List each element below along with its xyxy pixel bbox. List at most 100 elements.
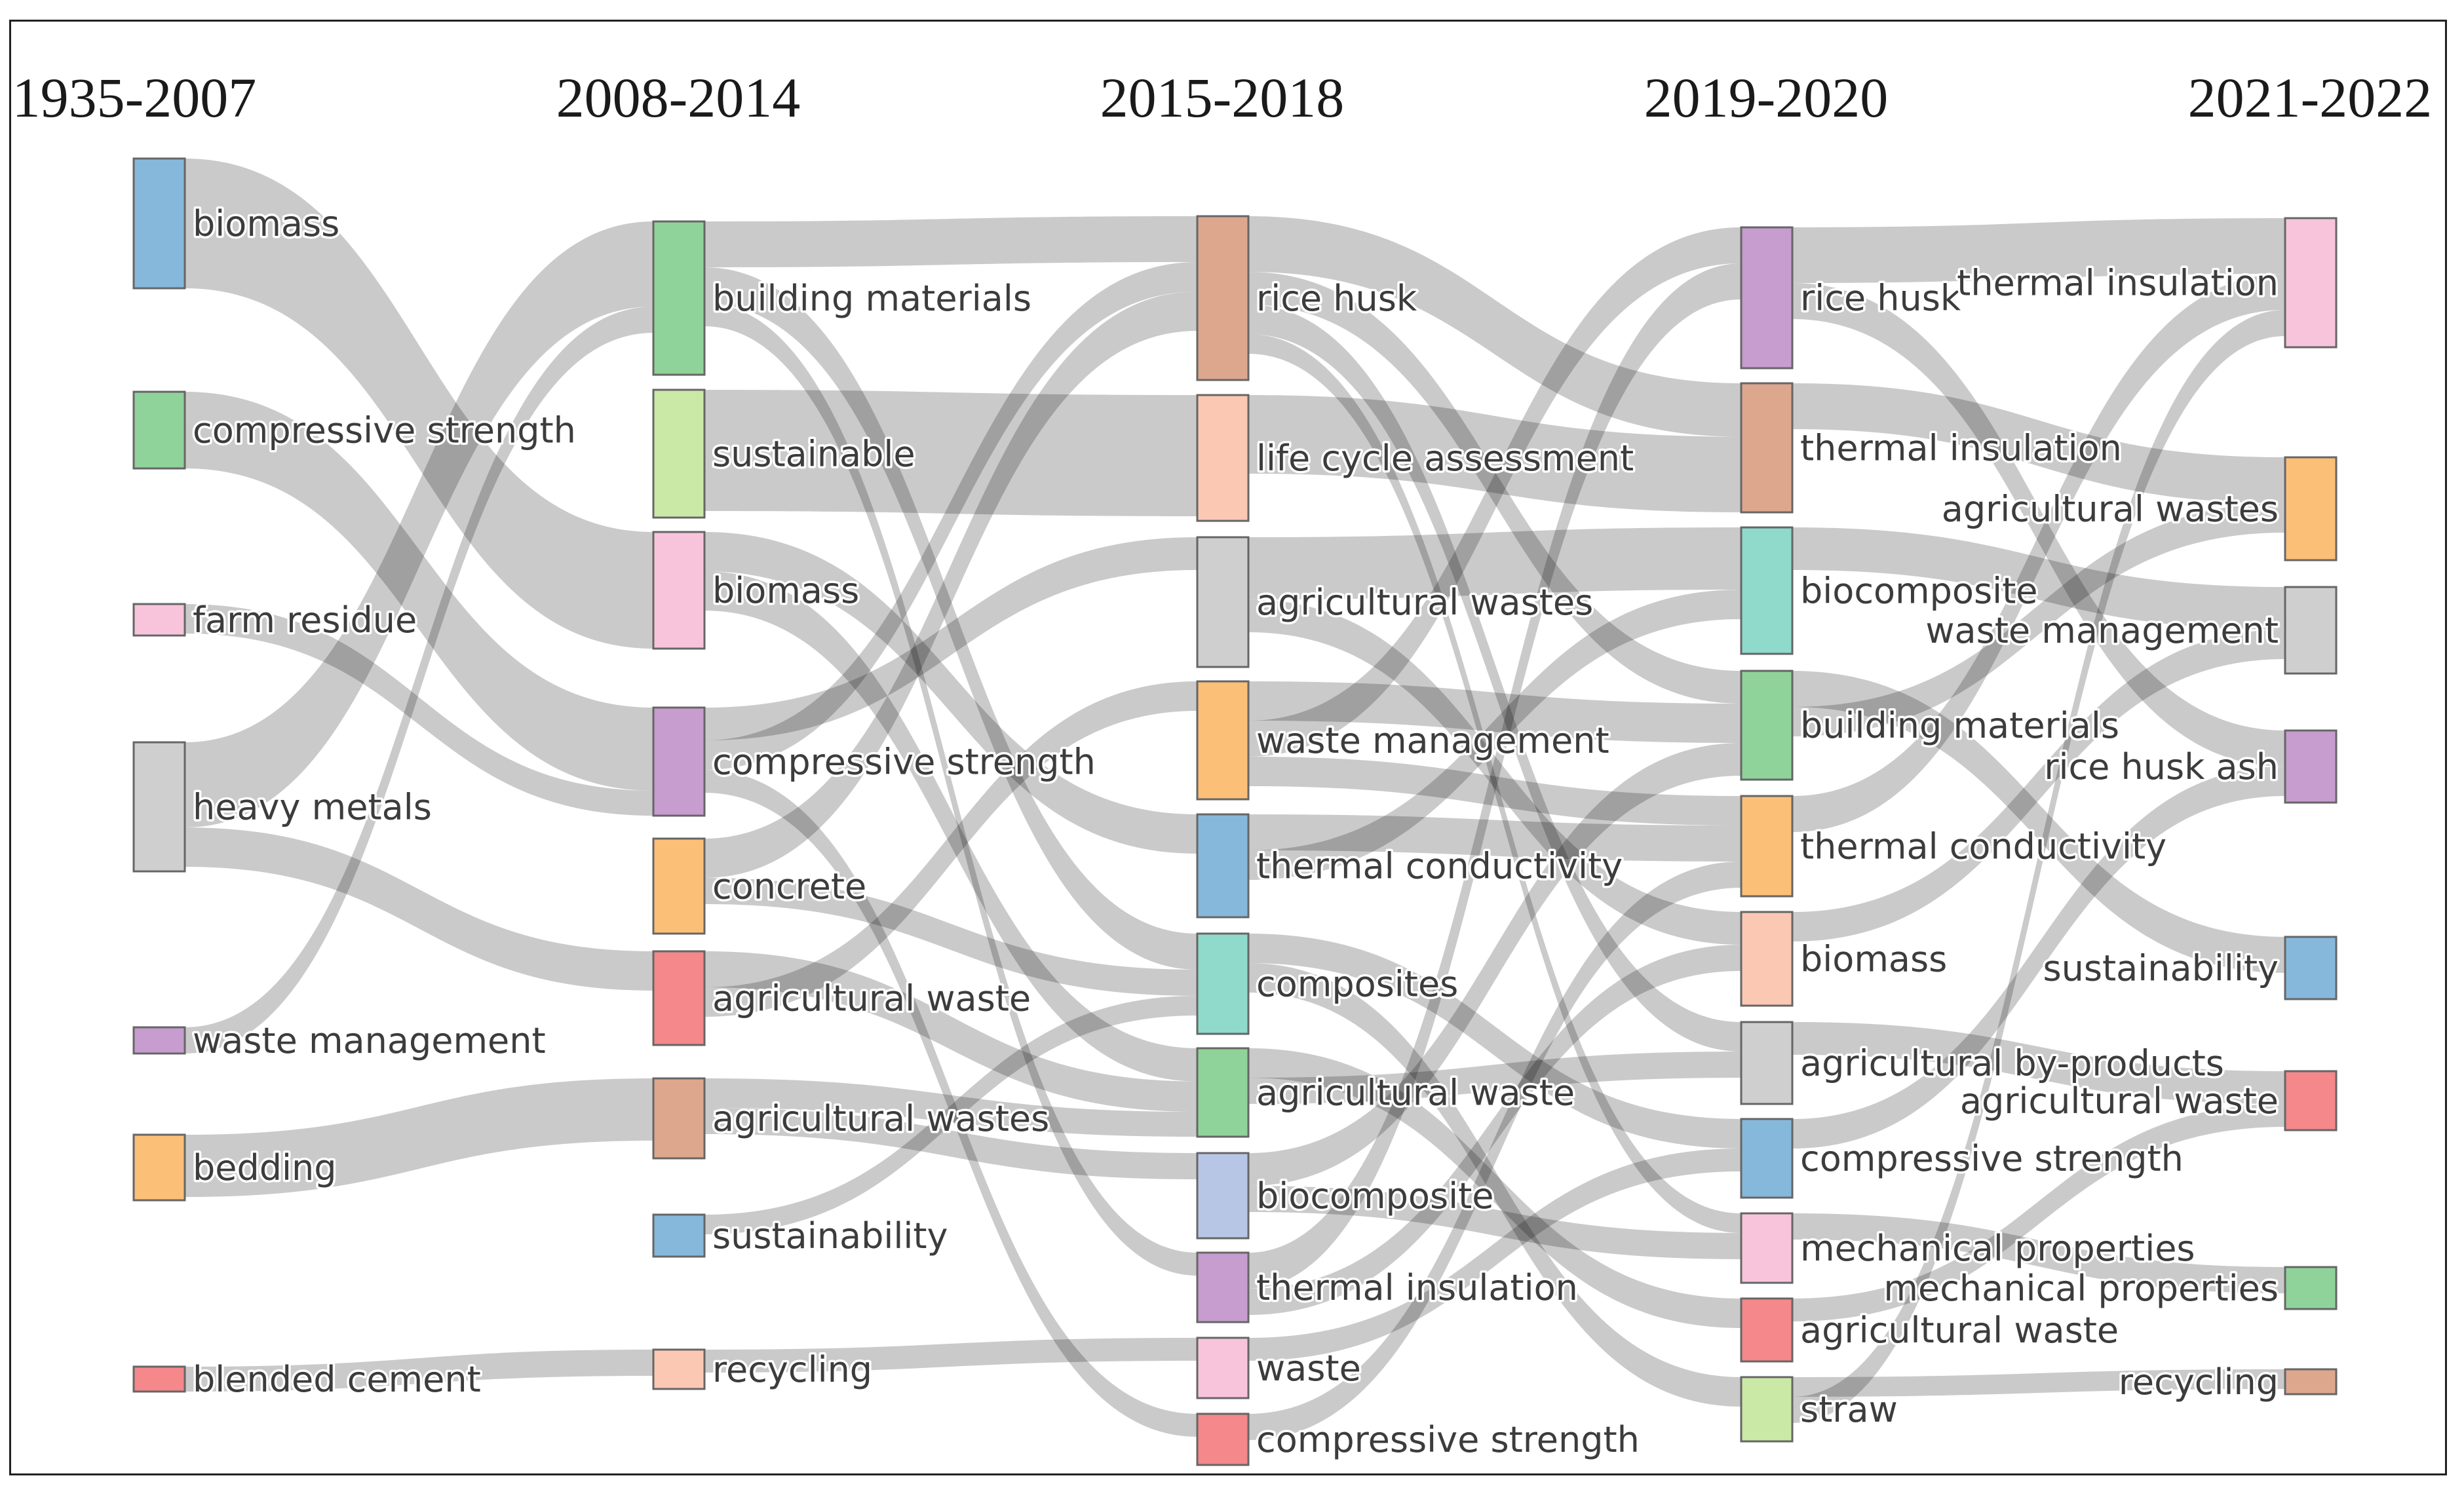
node-bedding[interactable] — [132, 1133, 186, 1202]
flow-link — [1792, 218, 2285, 283]
flow-link — [704, 681, 1197, 1017]
node-heavy-metals[interactable] — [132, 741, 186, 873]
flow-link — [1248, 1052, 1741, 1104]
flow-link — [704, 1108, 1197, 1179]
node-waste-management[interactable] — [132, 1026, 186, 1055]
node-blended-cement[interactable] — [132, 1365, 186, 1393]
node-agricultural-waste[interactable] — [1740, 1297, 1794, 1363]
node-label-life-cycle-assessment: life cycle assessment — [1256, 438, 1634, 479]
node-agricultural-wastes[interactable] — [652, 1077, 706, 1160]
node-compressive-strength[interactable] — [1740, 1118, 1794, 1199]
node-rice-husk-ash[interactable] — [2284, 729, 2338, 804]
node-label-thermal-insulation: thermal insulation — [1256, 1267, 1578, 1308]
node-label-biocomposite: biocomposite — [1800, 571, 2038, 612]
flow-link — [1792, 283, 2285, 767]
node-thermal-insulation[interactable] — [2284, 217, 2338, 349]
period-label-2019-2020: 2019-2020 — [1644, 66, 1889, 129]
flow-link — [1792, 630, 2285, 941]
node-label-compressive-strength: compressive strength — [712, 742, 1096, 783]
node-thermal-conductivity[interactable] — [1740, 795, 1794, 898]
node-rice-husk[interactable] — [1740, 226, 1794, 370]
node-mechanical-properties[interactable] — [1740, 1212, 1794, 1284]
node-label-heavy-metals: heavy metals — [193, 787, 432, 828]
node-label-compressive-strength: compressive strength — [1800, 1138, 2184, 1179]
node-mechanical-properties[interactable] — [2284, 1266, 2338, 1310]
node-waste-management[interactable] — [2284, 586, 2338, 675]
period-label-2021-2022: 2021-2022 — [2188, 66, 2433, 129]
node-recycling[interactable] — [2284, 1368, 2338, 1395]
node-agricultural-wastes[interactable] — [1196, 536, 1250, 668]
node-label-agricultural-wastes: agricultural wastes — [1942, 489, 2279, 530]
node-recycling[interactable] — [652, 1348, 706, 1390]
flow-link — [704, 303, 1197, 1276]
node-life-cycle-assessment[interactable] — [1196, 394, 1250, 522]
node-agricultural-wastes[interactable] — [2284, 456, 2338, 561]
node-label-building-materials: building materials — [712, 278, 1031, 319]
node-label-building-materials: building materials — [1800, 705, 2119, 746]
flow-link — [704, 571, 1197, 1082]
flow-link — [1248, 1148, 1741, 1361]
flow-link — [1792, 274, 2285, 832]
node-label-agricultural-waste: agricultural waste — [1800, 1310, 2119, 1351]
node-sustainability[interactable] — [652, 1213, 706, 1258]
node-label-biomass: biomass — [193, 203, 339, 244]
flow-link — [704, 292, 1197, 878]
node-farm-residue[interactable] — [132, 603, 186, 637]
node-waste-management[interactable] — [1196, 680, 1250, 801]
node-thermal-insulation[interactable] — [1740, 382, 1794, 514]
flow-link — [185, 392, 653, 791]
node-agricultural-waste[interactable] — [2284, 1070, 2338, 1131]
flow-link — [1248, 263, 1741, 1289]
node-label-straw: straw — [1800, 1389, 1898, 1430]
node-biomass[interactable] — [1740, 911, 1794, 1007]
node-thermal-conductivity[interactable] — [1196, 813, 1250, 919]
flow-link — [1248, 590, 1741, 880]
flow-link — [704, 1338, 1197, 1373]
node-label-agricultural-wastes: agricultural wastes — [1256, 582, 1593, 623]
node-label-agricultural-waste: agricultural waste — [1256, 1072, 1575, 1114]
node-compressive-strength[interactable] — [652, 706, 706, 817]
flow-link — [1792, 527, 2285, 630]
flow-link — [1792, 1213, 2285, 1293]
node-concrete[interactable] — [652, 837, 706, 935]
flow-link — [185, 604, 653, 816]
node-biomass[interactable] — [132, 157, 186, 290]
node-compressive-strength[interactable] — [1196, 1413, 1250, 1466]
node-label-recycling: recycling — [712, 1349, 872, 1390]
node-agricultural-by-products[interactable] — [1740, 1021, 1794, 1105]
node-sustainable[interactable] — [652, 389, 706, 519]
node-compressive-strength[interactable] — [132, 390, 186, 470]
node-label-sustainability: sustainability — [712, 1215, 948, 1257]
flow-link — [1792, 671, 2285, 973]
node-agricultural-waste[interactable] — [652, 950, 706, 1046]
flow-links — [185, 159, 2285, 1440]
node-straw[interactable] — [1740, 1376, 1794, 1443]
node-label-compressive-strength: compressive strength — [1256, 1419, 1640, 1460]
node-label-waste-management: waste management — [1256, 720, 1609, 761]
node-label-biomass: biomass — [1800, 939, 1947, 980]
topic-nodes: biomass compressive strength farm residue h… — [132, 157, 2338, 1466]
node-sustainability[interactable] — [2284, 936, 2338, 1000]
flow-link — [704, 390, 1197, 516]
node-biocomposite[interactable] — [1740, 526, 1794, 655]
node-label-waste: waste — [1256, 1348, 1361, 1389]
node-label-thermal-conductivity: thermal conductivity — [1256, 846, 1623, 887]
node-waste[interactable] — [1196, 1337, 1250, 1399]
flow-link — [704, 267, 1197, 970]
node-building-materials[interactable] — [1740, 670, 1794, 781]
node-agricultural-waste[interactable] — [1196, 1047, 1250, 1138]
node-composites[interactable] — [1196, 932, 1250, 1035]
node-biocomposite[interactable] — [1196, 1152, 1250, 1240]
node-label-sustainable: sustainable — [712, 434, 915, 475]
node-thermal-insulation[interactable] — [1196, 1251, 1250, 1323]
flow-link — [704, 262, 1197, 770]
flow-link — [704, 878, 1197, 996]
node-rice-husk[interactable] — [1196, 215, 1250, 381]
node-building-materials[interactable] — [652, 220, 706, 376]
flow-link — [1248, 743, 1741, 1186]
period-label-1935-2007: 1935-2007 — [12, 66, 257, 129]
flow-link — [704, 996, 1197, 1234]
flow-link — [1792, 383, 2285, 503]
node-biomass[interactable] — [652, 531, 706, 650]
